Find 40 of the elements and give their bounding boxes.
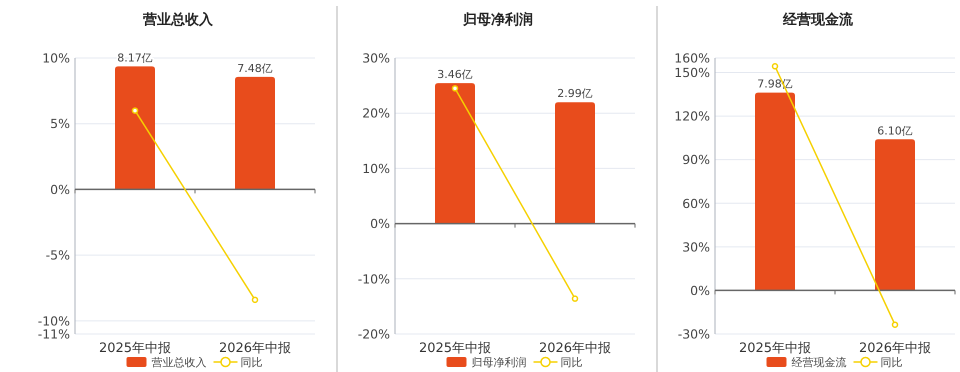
legend-label: 营业总收入 xyxy=(152,356,206,369)
y-tick-label: 5% xyxy=(50,116,70,132)
y-tick-label: 0% xyxy=(690,282,710,298)
y-tick-label: 120% xyxy=(674,108,710,124)
x-tick-label: 2026年中报 xyxy=(218,341,292,356)
data-label: 2.99亿 xyxy=(557,87,593,100)
y-tick-label: 60% xyxy=(682,196,710,211)
legend-label: 经营现金流 xyxy=(792,356,846,369)
chart-title: 归母净利润 xyxy=(462,11,533,28)
x-tick-label: 2025年中报 xyxy=(418,341,492,356)
legend-label: 归母净利润 xyxy=(472,356,526,369)
y-tick-label: 10% xyxy=(42,50,70,66)
y-tick-label: 90% xyxy=(682,152,710,168)
data-label: 8.17亿 xyxy=(117,51,153,64)
legend-label: 同比 xyxy=(240,356,262,369)
y-tick-label: -20% xyxy=(358,326,390,342)
x-tick-label: 2025年中报 xyxy=(738,341,812,356)
y-tick-label: -30% xyxy=(678,326,710,342)
data-label: 7.48亿 xyxy=(237,62,273,75)
y-tick-label: 150% xyxy=(674,65,710,80)
x-tick-label: 2025年中报 xyxy=(98,341,172,356)
y-tick-label: 20% xyxy=(362,106,390,121)
legend-label: 同比 xyxy=(880,356,902,369)
y-tick-label: 30% xyxy=(362,50,390,66)
y-tick-label: 160% xyxy=(674,50,710,66)
x-tick-label: 2026年中报 xyxy=(858,341,932,356)
x-tick-label: 2026年中报 xyxy=(538,341,612,356)
data-label: 3.46亿 xyxy=(437,68,473,82)
y-tick-label: -5% xyxy=(46,248,70,263)
data-label: 6.10亿 xyxy=(877,124,913,138)
y-tick-label: -11% xyxy=(38,326,70,342)
y-tick-label: 10% xyxy=(362,160,390,176)
y-tick-label: -10% xyxy=(358,271,390,286)
chart-title: 经营现金流 xyxy=(782,11,854,28)
legend-label: 同比 xyxy=(560,356,582,369)
chart-title: 营业总收入 xyxy=(142,12,214,28)
y-tick-label: -10% xyxy=(38,313,70,328)
y-tick-label: 0% xyxy=(370,216,390,232)
y-tick-label: 0% xyxy=(50,182,70,197)
y-tick-label: 30% xyxy=(682,239,710,254)
